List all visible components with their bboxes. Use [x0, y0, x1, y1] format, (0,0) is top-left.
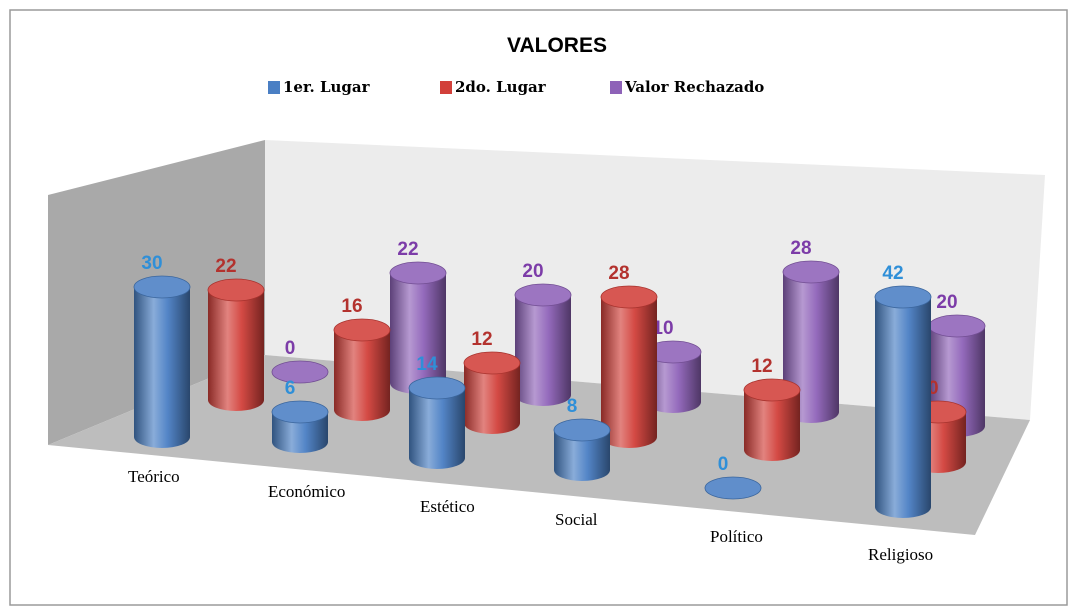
cylinder-top: [271, 360, 329, 384]
data-label: 12: [751, 356, 772, 377]
cylinder: 42: [874, 263, 932, 518]
plot: 02220102820221612281210306148042: [133, 238, 986, 518]
bar: [875, 297, 931, 507]
cylinder: 14: [408, 354, 466, 469]
cylinder-top: [133, 275, 191, 299]
data-label: 6: [285, 378, 296, 399]
chart-title: VALORES: [507, 34, 607, 57]
cylinder: 0: [271, 338, 329, 384]
cylinder: 6: [271, 378, 329, 453]
data-label: 14: [416, 354, 438, 375]
x-tick-label: Teórico: [128, 467, 180, 486]
cylinder-top: [514, 283, 572, 307]
cylinder: 0: [704, 454, 762, 500]
cylinder-top: [874, 285, 932, 309]
bar: [515, 295, 571, 395]
cylinder: 16: [333, 296, 391, 421]
legend-swatch: [268, 81, 280, 94]
data-label: 42: [882, 263, 903, 284]
legend-label: 2do. Lugar: [455, 78, 547, 96]
data-label: 10: [652, 318, 673, 339]
x-tick-label: Económico: [268, 482, 345, 501]
legend-label: 1er. Lugar: [283, 78, 371, 96]
x-tick-label: Estético: [420, 497, 475, 516]
legend-swatch: [440, 81, 452, 94]
cylinder: 28: [600, 263, 658, 448]
cylinder-top: [389, 261, 447, 285]
bar: [601, 297, 657, 437]
legend-label: Valor Rechazado: [624, 78, 764, 96]
data-label: 22: [215, 256, 236, 277]
data-label: 8: [567, 396, 578, 417]
cylinder-top: [408, 376, 466, 400]
x-tick-label: Político: [710, 527, 763, 546]
bar: [390, 273, 446, 383]
cylinder-top: [782, 260, 840, 284]
x-tick-label: Social: [555, 510, 598, 529]
cylinder-top: [333, 318, 391, 342]
cylinder: 8: [553, 396, 611, 481]
back-wall: [265, 140, 1045, 420]
bar: [409, 388, 465, 458]
data-label: 20: [936, 292, 957, 313]
cylinder: 20: [514, 261, 572, 406]
cylinder: 30: [133, 253, 191, 448]
x-tick-label: Religioso: [868, 545, 933, 564]
cylinder-top: [600, 285, 658, 309]
cylinder-top: [207, 278, 265, 302]
cylinder-top: [271, 400, 329, 424]
data-label: 28: [790, 238, 811, 259]
data-label: 16: [341, 296, 362, 317]
data-label: 0: [718, 454, 729, 475]
data-label: 12: [471, 329, 492, 350]
data-label: 0: [285, 338, 296, 359]
data-label: 30: [141, 253, 162, 274]
legend-swatch: [610, 81, 622, 94]
cylinder: 22: [207, 256, 265, 411]
data-label: 22: [397, 239, 418, 260]
bar: [208, 290, 264, 400]
cylinder: 12: [743, 356, 801, 461]
bar: [134, 287, 190, 437]
data-label: 20: [522, 261, 543, 282]
cylinder-top: [928, 314, 986, 338]
data-label: 28: [608, 263, 629, 284]
cylinder-top: [704, 476, 762, 500]
bar: [334, 330, 390, 410]
cylinder-top: [463, 351, 521, 375]
cylinder-top: [553, 418, 611, 442]
cylinder-top: [743, 378, 801, 402]
cylinder: 12: [463, 329, 521, 434]
